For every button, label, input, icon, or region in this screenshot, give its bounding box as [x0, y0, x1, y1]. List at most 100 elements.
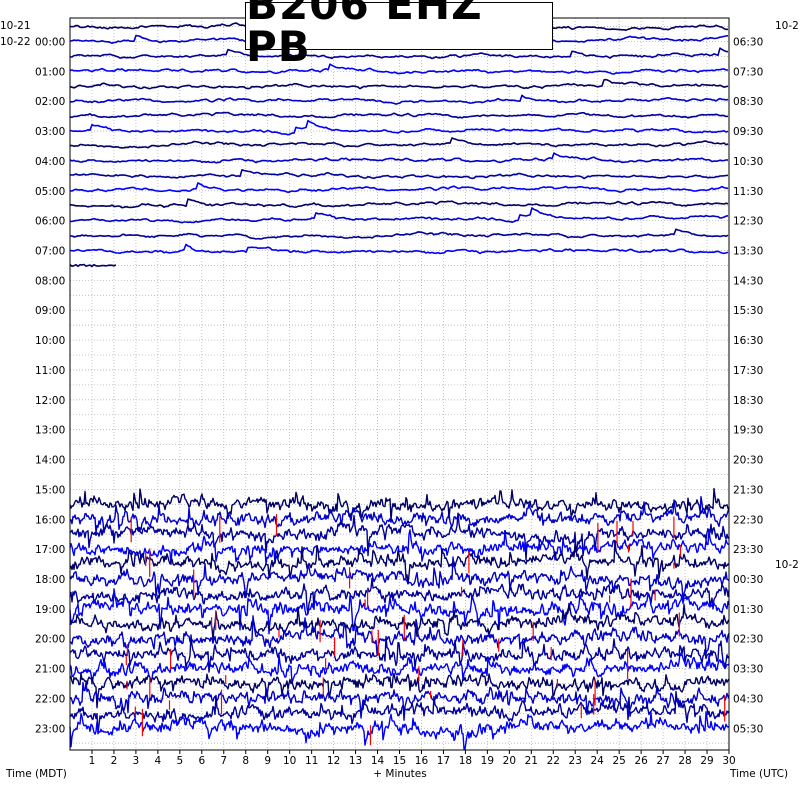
trace-line	[69, 539, 730, 585]
left-hour-label: 17:00	[35, 544, 65, 556]
x-tick-label: 7	[220, 755, 227, 767]
left-date-label: 10-22	[0, 36, 31, 48]
trace-line	[69, 63, 728, 75]
right-hour-label: 20:30	[733, 455, 763, 467]
trace-line	[69, 528, 730, 565]
left-hour-label: 01:00	[35, 66, 65, 78]
trace-line	[69, 152, 729, 164]
seismic-traces	[69, 20, 730, 750]
right-date-label-mid: 10-2	[775, 559, 799, 571]
station-title-box: B206 EHZ PB	[245, 0, 553, 68]
right-hour-label: 19:30	[733, 425, 763, 437]
x-tick-label: 3	[133, 755, 140, 767]
trace-line	[69, 243, 729, 255]
left-hour-label: 02:00	[35, 96, 65, 108]
x-tick-label: 20	[503, 755, 516, 767]
trace-line	[69, 119, 729, 136]
right-hour-label: 22:30	[733, 514, 763, 526]
left-hour-label: 15:00	[35, 484, 65, 496]
trace-line	[69, 690, 730, 735]
right-hour-label: 13:30	[733, 246, 763, 258]
x-tick-label: 28	[678, 755, 691, 767]
trace-line	[69, 711, 730, 750]
left-hour-label: 21:00	[35, 664, 65, 676]
trace-line	[69, 577, 730, 615]
minutes-axis: 1 2 3 4 5 6 7 8 9 10 11 12 13 14 15 16 17 18 19 20 21 22 23 24 2…	[89, 750, 736, 767]
x-tick-label: 13	[349, 755, 362, 767]
x-tick-label: 19	[481, 755, 494, 767]
x-tick-label: 24	[591, 755, 605, 767]
right-hour-label: 18:30	[733, 395, 763, 407]
trace-line	[69, 263, 117, 268]
trace-line	[69, 111, 729, 119]
left-hour-label: 09:00	[35, 305, 65, 317]
right-hour-label: 03:30	[733, 664, 763, 676]
trace-line	[69, 182, 729, 194]
trace-line	[69, 169, 729, 180]
left-axis-label: Time (MDT)	[5, 768, 67, 780]
x-tick-label: 23	[569, 755, 582, 767]
trace-line	[69, 207, 729, 224]
trace-line	[69, 602, 730, 641]
x-tick-label: 1	[89, 755, 96, 767]
x-tick-label: 14	[371, 755, 385, 767]
x-tick-label: 12	[327, 755, 340, 767]
left-hour-label: 23:00	[35, 723, 65, 735]
left-hour-label: 04:00	[35, 156, 65, 168]
x-tick-label: 8	[242, 755, 249, 767]
right-hour-label: 10:30	[733, 156, 763, 168]
x-tick-label: 4	[155, 755, 162, 767]
x-tick-label: 21	[525, 755, 538, 767]
trace-line	[69, 556, 730, 603]
right-date-label-top: 10-2	[775, 20, 799, 32]
trace-line	[69, 634, 730, 673]
trace-line	[69, 487, 730, 521]
left-hour-label: 07:00	[35, 246, 65, 258]
x-tick-label: 30	[722, 755, 735, 767]
left-hour-label: 12:00	[35, 395, 65, 407]
trace-line	[69, 228, 729, 240]
left-hour-label: 14:00	[35, 455, 65, 467]
right-hour-label: 08:30	[733, 96, 763, 108]
right-hour-label: 04:30	[733, 693, 763, 705]
trace-line	[69, 496, 730, 534]
x-axis-label: + Minutes	[373, 768, 426, 780]
right-hour-label: 06:30	[733, 37, 763, 49]
left-hour-label: 20:00	[35, 634, 65, 646]
x-tick-label: 27	[656, 755, 669, 767]
x-tick-label: 10	[283, 755, 296, 767]
right-hour-label: 23:30	[733, 544, 763, 556]
trace-line	[69, 198, 729, 209]
x-tick-label: 6	[198, 755, 205, 767]
right-hour-label: 05:30	[733, 723, 763, 735]
right-axis-label: Time (UTC)	[729, 768, 788, 780]
trace-line	[69, 672, 730, 709]
x-tick-label: 16	[415, 755, 429, 767]
left-date-label-top: 10-21	[0, 20, 31, 32]
right-hour-label: 17:30	[733, 365, 763, 377]
right-hour-label: 02:30	[733, 634, 763, 646]
right-hour-label: 09:30	[733, 126, 763, 138]
left-hour-label: 13:00	[35, 425, 65, 437]
right-hour-label: 12:30	[733, 216, 763, 228]
right-hour-label: 11:30	[733, 186, 763, 198]
right-time-axis: 06:30 07:30 08:30 09:30 10:30 11:30 12:30 13:30…	[733, 37, 763, 736]
left-time-axis: 00:00 01:00 02:00 03:00 04:00 05:00 06:00 07:00…	[35, 37, 65, 736]
trace-line	[69, 512, 730, 561]
right-hour-label: 01:30	[733, 604, 763, 616]
left-hour-label: 10:00	[35, 335, 65, 347]
right-hour-label: 16:30	[733, 335, 763, 347]
x-tick-label: 29	[700, 755, 713, 767]
x-tick-label: 17	[437, 755, 450, 767]
x-tick-label: 22	[547, 755, 560, 767]
trace-line	[69, 47, 729, 60]
right-hour-label: 00:30	[733, 574, 763, 586]
trace-line	[69, 137, 729, 149]
left-hour-label: 03:00	[35, 126, 65, 138]
right-hour-label: 07:30	[733, 66, 763, 78]
station-title: B206 EHZ PB	[246, 0, 483, 71]
x-tick-label: 15	[393, 755, 406, 767]
plot-grid	[70, 18, 729, 750]
trace-line	[69, 78, 729, 90]
x-tick-label: 5	[176, 755, 183, 767]
